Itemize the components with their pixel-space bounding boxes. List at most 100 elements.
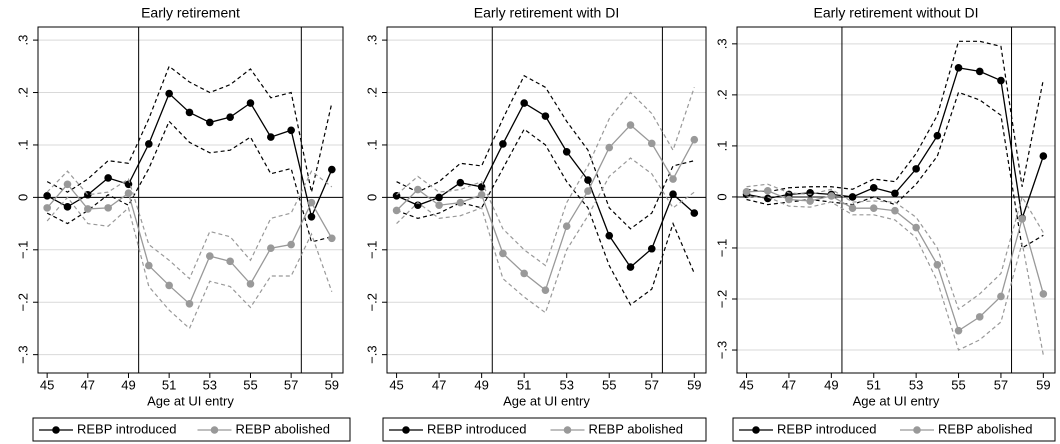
y-tick-label: .3 bbox=[714, 38, 729, 49]
confidence-band bbox=[396, 128, 695, 306]
confidence-band bbox=[46, 65, 333, 193]
x-tick-label: 53 bbox=[909, 377, 923, 392]
data-point bbox=[226, 113, 234, 121]
y-tick-label: −.1 bbox=[15, 241, 30, 259]
data-point bbox=[477, 183, 486, 191]
data-point bbox=[63, 180, 72, 189]
data-point bbox=[246, 99, 255, 107]
legend-label: REBP introduced bbox=[777, 421, 877, 436]
series-line bbox=[396, 102, 695, 269]
data-point bbox=[605, 143, 614, 152]
x-tick-label: 57 bbox=[645, 377, 659, 392]
data-point bbox=[763, 194, 772, 203]
data-point bbox=[246, 280, 255, 288]
data-point bbox=[806, 189, 814, 197]
y-tick-label: −.3 bbox=[364, 345, 379, 363]
panel-title: Early retirement without DI bbox=[814, 5, 979, 21]
data-point bbox=[267, 244, 275, 253]
data-point bbox=[975, 67, 984, 76]
x-tick-label: 49 bbox=[824, 377, 838, 392]
data-point bbox=[145, 261, 153, 270]
data-point bbox=[392, 206, 401, 215]
data-point bbox=[785, 195, 793, 204]
data-point bbox=[848, 193, 857, 201]
confidence-band bbox=[746, 196, 1044, 356]
plot-frame bbox=[736, 26, 1056, 374]
x-tick-label: 51 bbox=[517, 377, 531, 392]
x-tick-label: 57 bbox=[284, 377, 298, 392]
data-point bbox=[435, 201, 443, 210]
y-tick-label: .3 bbox=[15, 35, 30, 46]
data-point bbox=[43, 204, 51, 212]
legend-box bbox=[382, 417, 707, 442]
legend-marker bbox=[210, 426, 219, 434]
data-point bbox=[435, 193, 443, 202]
data-point bbox=[742, 188, 751, 196]
data-point bbox=[806, 197, 814, 205]
data-point bbox=[287, 126, 295, 135]
confidence-band bbox=[396, 87, 695, 267]
y-tick-label: −.3 bbox=[15, 345, 30, 363]
data-point bbox=[912, 165, 920, 173]
data-point bbox=[328, 234, 336, 243]
data-point bbox=[84, 205, 92, 213]
data-point bbox=[307, 198, 316, 207]
data-point bbox=[954, 64, 963, 72]
data-point bbox=[1039, 290, 1048, 298]
data-point bbox=[669, 190, 677, 199]
y-tick-label: 0 bbox=[364, 194, 379, 201]
data-point bbox=[206, 252, 214, 260]
legend-marker bbox=[752, 426, 760, 434]
y-tick-label: −.2 bbox=[364, 293, 379, 311]
data-point bbox=[997, 292, 1005, 301]
x-tick-label: 51 bbox=[867, 377, 881, 392]
data-point bbox=[891, 206, 899, 215]
plot-frame bbox=[37, 26, 344, 374]
y-tick-label: −.2 bbox=[714, 290, 729, 308]
data-point bbox=[456, 198, 465, 207]
x-tick-label: 45 bbox=[739, 377, 753, 392]
data-point bbox=[307, 212, 316, 221]
data-point bbox=[124, 189, 133, 197]
x-tick-label: 53 bbox=[203, 377, 217, 392]
y-tick-label: 0 bbox=[714, 193, 729, 200]
y-tick-label: 0 bbox=[15, 194, 30, 201]
data-point bbox=[912, 223, 920, 232]
data-point bbox=[499, 249, 507, 258]
legend-marker bbox=[563, 426, 572, 434]
data-point bbox=[520, 99, 528, 107]
data-point bbox=[763, 187, 772, 195]
data-point bbox=[690, 209, 699, 217]
data-point bbox=[63, 203, 72, 211]
data-point bbox=[499, 140, 507, 148]
legend-marker bbox=[913, 426, 921, 434]
legend-label: REBP abolished bbox=[589, 421, 683, 436]
data-point bbox=[869, 204, 878, 212]
data-point bbox=[869, 183, 878, 192]
data-point bbox=[1039, 152, 1048, 160]
x-tick-label: 59 bbox=[687, 377, 701, 392]
data-point bbox=[997, 76, 1005, 85]
x-tick-label: 55 bbox=[243, 377, 257, 392]
x-axis-label: Age at UI entry bbox=[147, 393, 234, 408]
x-tick-label: 51 bbox=[162, 377, 176, 392]
data-point bbox=[520, 269, 528, 278]
data-point bbox=[541, 286, 550, 294]
legend-label: REBP abolished bbox=[938, 421, 1032, 436]
data-point bbox=[104, 204, 112, 212]
data-point bbox=[185, 300, 194, 308]
y-tick-label: .2 bbox=[714, 89, 729, 100]
data-point bbox=[206, 118, 214, 127]
data-point bbox=[647, 139, 656, 148]
x-tick-label: 47 bbox=[432, 377, 446, 392]
data-point bbox=[145, 140, 153, 148]
data-point bbox=[669, 175, 677, 183]
x-tick-label: 45 bbox=[389, 377, 403, 392]
data-point bbox=[267, 133, 275, 141]
data-point bbox=[43, 192, 51, 200]
confidence-band bbox=[46, 170, 333, 280]
confidence-band bbox=[396, 74, 695, 230]
y-tick-label: −.2 bbox=[15, 293, 30, 311]
data-point bbox=[562, 147, 571, 156]
data-point bbox=[933, 261, 942, 269]
